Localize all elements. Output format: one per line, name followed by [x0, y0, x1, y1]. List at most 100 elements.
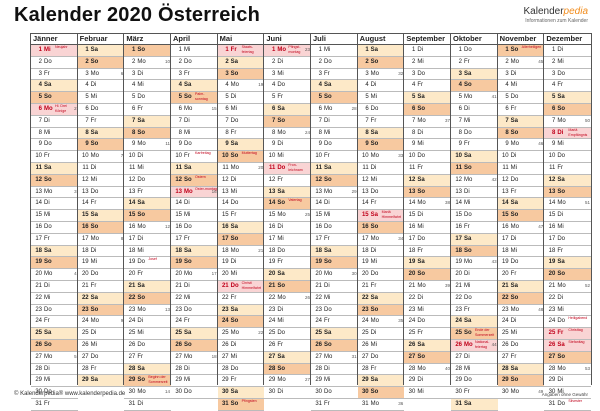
day-cell[interactable]: 29 So Beginn der Sommerzeit — [124, 375, 171, 388]
day-cell[interactable]: 15 Mi — [171, 210, 218, 222]
day-cell[interactable]: 9 Mo 46 — [497, 139, 545, 152]
day-cell[interactable]: 10 Mi — [264, 151, 311, 163]
day-cell[interactable]: 11 Di — [357, 163, 405, 175]
day-cell[interactable]: 25 Mi — [497, 328, 545, 340]
day-cell[interactable]: 4 Di — [357, 80, 405, 93]
day-cell[interactable]: 6 Do — [357, 104, 405, 116]
day-cell[interactable]: 6 So — [544, 103, 591, 116]
day-cell[interactable]: 10 Fr Karfreitag — [171, 151, 218, 163]
day-cell[interactable]: 22 Do — [451, 293, 498, 305]
day-cell[interactable]: 5 Do — [124, 92, 171, 104]
day-cell[interactable]: 21 Do Christi Himmelfahrt — [217, 280, 265, 293]
day-cell[interactable]: 20 Mo 4 — [31, 269, 78, 281]
day-cell[interactable]: 2 Do — [171, 57, 218, 69]
day-cell[interactable]: 11 Fr — [544, 163, 591, 175]
day-cell[interactable]: 23 Do — [171, 305, 218, 317]
day-cell[interactable]: 1 Do — [451, 45, 498, 57]
day-cell[interactable]: 1 So Allerheiligen — [497, 45, 545, 57]
day-cell[interactable]: 2 Sa — [217, 56, 265, 69]
day-cell[interactable]: 15 Mo 25 — [264, 210, 311, 222]
day-cell[interactable]: 19 So — [171, 257, 218, 270]
day-cell[interactable]: 20 So — [404, 269, 451, 281]
day-cell[interactable]: 14 Sa — [497, 198, 545, 211]
day-cell[interactable]: 19 So — [311, 257, 358, 270]
day-cell[interactable]: 3 Mo 6 — [77, 69, 125, 81]
day-cell[interactable]: 10 Do — [544, 151, 591, 163]
day-cell[interactable]: 18 Sa — [31, 245, 78, 258]
day-cell[interactable]: 20 Do — [357, 269, 405, 281]
day-cell[interactable]: 14 Di — [311, 198, 358, 211]
day-cell[interactable]: 13 Mi — [217, 187, 265, 199]
day-cell[interactable]: 22 Mi — [31, 293, 78, 305]
day-cell[interactable]: 15 Sa Mariä Himmelfahrt — [357, 210, 405, 222]
day-cell[interactable]: 25 Sa — [311, 328, 358, 340]
day-cell[interactable]: 5 Di — [217, 92, 265, 104]
day-cell[interactable]: 30 Mo 14 — [124, 387, 171, 399]
day-cell[interactable]: 10 Fr — [31, 151, 78, 163]
day-cell[interactable]: 6 Mo 28 — [311, 104, 358, 116]
day-cell[interactable]: 26 Mo National-feiertag 44 — [451, 339, 498, 352]
day-cell[interactable]: 11 Mo 20 — [217, 163, 265, 175]
day-cell[interactable]: 14 Fr — [357, 198, 405, 211]
day-cell[interactable]: 20 Fr — [497, 269, 545, 281]
day-cell[interactable]: 11 So — [451, 162, 498, 175]
day-cell[interactable]: 25 Mi — [124, 328, 171, 340]
day-cell[interactable]: 2 Di — [264, 57, 311, 69]
day-cell[interactable]: 22 Mi — [171, 293, 218, 305]
day-cell[interactable]: 11 Mi — [124, 163, 171, 175]
day-cell[interactable]: 10 Mo 33 — [357, 151, 405, 163]
day-cell[interactable]: 11 Di — [77, 163, 125, 175]
day-cell[interactable]: 14 Do — [217, 198, 265, 211]
day-cell[interactable]: 6 Sa — [264, 103, 311, 116]
day-cell[interactable]: 5 Sa — [544, 92, 591, 104]
day-cell[interactable]: 14 Di — [31, 198, 78, 211]
day-cell[interactable]: 20 Mo 30 — [311, 269, 358, 281]
day-cell[interactable]: 9 So — [77, 139, 125, 152]
day-cell[interactable]: 10 Di — [497, 151, 545, 163]
day-cell[interactable]: 8 Mi — [171, 128, 218, 140]
day-cell[interactable]: 4 Fr — [544, 80, 591, 93]
day-cell[interactable]: 14 Mo 51 — [544, 198, 591, 211]
day-cell[interactable]: 15 Sa — [77, 210, 125, 222]
day-cell[interactable]: 19 Do Josef — [124, 257, 171, 270]
day-cell[interactable]: 24 Fr — [311, 316, 358, 329]
day-cell[interactable]: 9 Do — [31, 139, 78, 152]
day-cell[interactable]: 22 Mi — [311, 293, 358, 305]
day-cell[interactable]: 1 Mi — [311, 45, 358, 57]
day-cell[interactable]: 6 Do — [77, 104, 125, 116]
day-cell[interactable]: 9 Fr — [451, 139, 498, 152]
day-cell[interactable]: 7 Do — [217, 116, 265, 128]
day-cell[interactable]: 16 Di — [264, 222, 311, 234]
day-cell[interactable]: 27 Mi — [217, 352, 265, 364]
day-cell[interactable]: 29 Mo 27 — [264, 375, 311, 388]
day-cell[interactable]: 12 So — [311, 174, 358, 187]
day-cell[interactable]: 27 Mo 18 — [171, 352, 218, 364]
day-cell[interactable]: 13 Do — [77, 187, 125, 199]
day-cell[interactable]: 7 Di — [171, 116, 218, 128]
day-cell[interactable]: 18 Fr — [544, 246, 591, 258]
day-cell[interactable]: 18 So — [451, 245, 498, 258]
day-cell[interactable]: 28 Do — [217, 364, 265, 376]
day-cell[interactable]: 26 So — [311, 339, 358, 352]
day-cell[interactable]: 24 Di — [124, 316, 171, 329]
day-cell[interactable]: 2 Mi — [404, 57, 451, 69]
day-cell[interactable]: 23 Mi — [544, 305, 591, 317]
day-cell[interactable]: 8 Sa — [357, 127, 405, 140]
day-cell[interactable]: 24 Di — [497, 316, 545, 329]
day-cell[interactable]: 28 Di — [171, 364, 218, 376]
day-cell[interactable]: 21 Mo 52 — [544, 281, 591, 293]
day-cell[interactable]: 2 Do — [311, 57, 358, 69]
day-cell[interactable]: 7 Mo 37 — [404, 116, 451, 128]
day-cell[interactable]: 30 So — [357, 387, 405, 399]
day-cell[interactable]: 19 Sa — [544, 257, 591, 270]
day-cell[interactable]: 10 Do — [404, 151, 451, 163]
day-cell[interactable]: 12 So — [31, 174, 78, 187]
day-cell[interactable]: 17 Di — [124, 234, 171, 246]
day-cell[interactable]: 27 Do — [357, 352, 405, 364]
day-cell[interactable]: 17 Fr — [311, 234, 358, 246]
day-cell[interactable]: 28 Fr — [77, 364, 125, 376]
day-cell[interactable]: 17 Mo 34 — [357, 234, 405, 246]
day-cell[interactable]: 28 Fr — [357, 364, 405, 376]
day-cell[interactable]: 31 Do Silvester — [544, 399, 591, 411]
day-cell[interactable]: 3 Do — [404, 69, 451, 81]
